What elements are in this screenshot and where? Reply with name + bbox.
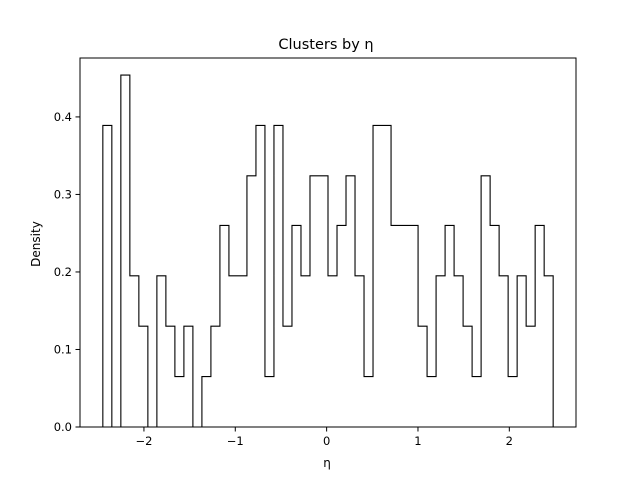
axes-frame [79,57,577,428]
y-tick-label: 0.3 [54,187,72,201]
x-tick-label: −1 [227,434,244,448]
x-tick-label: 0 [323,434,330,448]
y-tick-label: 0.2 [54,265,72,279]
chart-title: Clusters by η [278,37,373,53]
y-tick-label: 0.0 [54,420,72,434]
x-tick-label: 1 [414,434,421,448]
histogram-step-outline [102,74,554,428]
x-tick-label: 2 [506,434,513,448]
y-tick-label: 0.4 [54,110,72,124]
x-axis-label: η [323,456,331,470]
y-tick-label: 0.1 [54,342,72,356]
x-tick-label: −2 [135,434,152,448]
y-axis-label: Density [29,221,43,267]
plot-area: −2 −1 0 1 2 0.0 0.1 0.2 0.3 0.4 [54,57,577,448]
